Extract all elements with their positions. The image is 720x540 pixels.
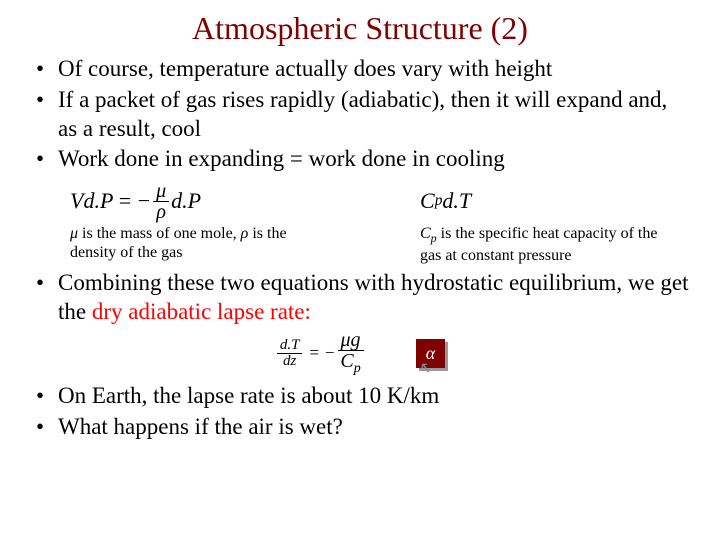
bullet-list-3: On Earth, the lapse rate is about 10 K/k… [30,382,690,442]
alpha-box: α ↖ [416,339,445,368]
equation-1: Vd.P = − μ ρ d.P [70,180,330,222]
equation-row-1: Vd.P = − μ ρ d.P μ is the mass of one mo… [70,180,690,265]
bullet-list-2: Combining these two equations with hydro… [30,269,690,327]
bullet-5: On Earth, the lapse rate is about 10 K/k… [54,382,690,411]
bullet-2: If a packet of gas rises rapidly (adiaba… [54,86,690,144]
equation-2: Cpd.T [420,180,680,222]
bullet-4: Combining these two equations with hydro… [54,269,690,327]
bullet-1: Of course, temperature actually does var… [54,55,690,84]
caption-1: μ is the mass of one mole, ρ is the dens… [70,224,330,262]
bullet-list: Of course, temperature actually does var… [30,55,690,174]
pointer-icon: ↖ [418,358,431,378]
bullet-6: What happens if the air is wet? [54,413,690,442]
bullet-3: Work done in expanding = work done in co… [54,145,690,174]
slide-title: Atmospheric Structure (2) [30,10,690,47]
lapse-equation: d.T dz = − μg Cp [275,330,366,376]
caption-2: Cp is the specific heat capacity of the … [420,224,680,265]
lapse-rate-row: d.T dz = − μg Cp α ↖ [30,330,690,376]
red-text: dry adiabatic lapse rate: [92,299,311,324]
